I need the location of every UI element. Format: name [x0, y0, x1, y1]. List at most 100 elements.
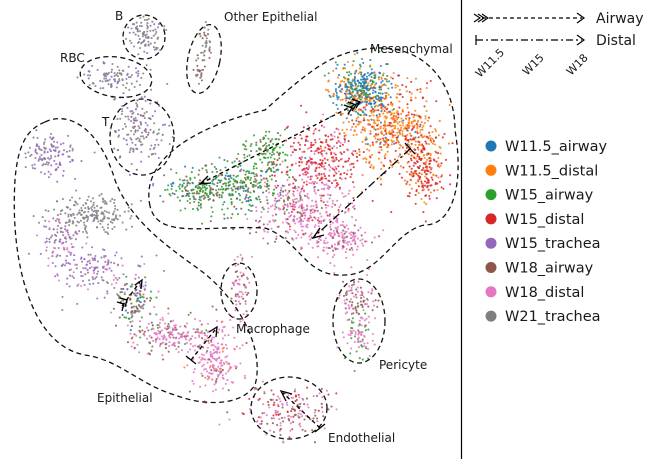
scatter-point	[329, 233, 332, 237]
scatter-point	[276, 193, 279, 196]
scatter-point	[248, 227, 251, 230]
scatter-point	[389, 96, 392, 99]
scatter-point	[56, 231, 59, 234]
scatter-point	[317, 216, 320, 219]
scatter-point	[398, 106, 401, 109]
scatter-point	[72, 234, 75, 237]
scatter-point	[390, 139, 393, 142]
scatter-point	[301, 169, 304, 172]
scatter-point	[204, 21, 207, 24]
scatter-point	[147, 44, 150, 47]
scatter-point	[126, 143, 129, 146]
scatter-point	[303, 418, 306, 421]
scatter-point	[70, 214, 73, 217]
scatter-point	[268, 175, 272, 178]
scatter-point	[172, 319, 175, 322]
scatter-point	[141, 35, 144, 38]
scatter-point	[411, 172, 414, 175]
scatter-point	[416, 160, 419, 163]
scatter-point	[86, 218, 90, 221]
scatter-point	[220, 321, 223, 324]
scatter-point	[275, 169, 278, 172]
scatter-point	[163, 123, 167, 126]
scatter-point	[95, 275, 98, 278]
scatter-point	[106, 231, 109, 234]
scatter-point	[234, 293, 237, 296]
scatter-point	[299, 190, 303, 193]
scatter-point	[156, 333, 159, 336]
scatter-point	[374, 101, 377, 104]
scatter-point	[334, 186, 337, 189]
scatter-point	[274, 179, 278, 183]
scatter-point	[184, 342, 187, 346]
scatter-point	[310, 141, 313, 144]
scatter-point	[386, 111, 389, 114]
scatter-point	[432, 140, 435, 143]
scatter-point	[55, 168, 58, 171]
scatter-point	[254, 219, 258, 222]
scatter-point	[275, 206, 278, 209]
scatter-point	[116, 82, 119, 85]
scatter-point	[287, 222, 290, 225]
scatter-point	[371, 125, 374, 128]
scatter-point	[193, 368, 196, 371]
scatter-point	[314, 192, 317, 195]
scatter-point	[298, 216, 301, 219]
scatter-point	[53, 208, 56, 211]
scatter-point	[95, 214, 98, 217]
scatter-point	[301, 220, 305, 223]
scatter-point	[136, 343, 139, 346]
scatter-point	[142, 307, 145, 310]
scatter-point	[399, 128, 402, 131]
scatter-point	[383, 165, 386, 168]
scatter-point	[313, 150, 316, 153]
scatter-point	[425, 142, 428, 145]
scatter-point	[167, 312, 170, 315]
scatter-point	[353, 335, 357, 338]
scatter-point	[371, 144, 375, 147]
scatter-point	[364, 303, 367, 306]
scatter-point	[244, 189, 248, 192]
scatter-point	[233, 160, 236, 163]
scatter-point	[325, 389, 328, 392]
scatter-point	[296, 189, 299, 192]
scatter-point	[362, 119, 365, 122]
scatter-point	[355, 288, 358, 291]
scatter-point	[366, 96, 369, 99]
scatter-point	[324, 146, 327, 149]
scatter-point	[437, 156, 440, 160]
scatter-point	[186, 189, 189, 193]
scatter-point	[150, 336, 153, 339]
scatter-point	[49, 150, 52, 153]
scatter-point	[135, 102, 138, 105]
scatter-point	[209, 188, 212, 191]
scatter-point	[337, 96, 340, 99]
scatter-point	[307, 197, 310, 200]
scatter-point	[61, 231, 64, 234]
scatter-point	[80, 257, 83, 260]
scatter-point	[106, 290, 109, 293]
scatter-point	[300, 161, 303, 164]
scatter-point	[87, 70, 90, 73]
scatter-point	[439, 152, 442, 155]
scatter-point	[352, 238, 355, 241]
scatter-point	[301, 185, 304, 188]
scatter-point	[84, 202, 88, 205]
scatter-point	[258, 219, 261, 223]
scatter-point	[378, 151, 381, 154]
scatter-point	[427, 143, 430, 146]
scatter-point	[203, 368, 206, 371]
scatter-point	[81, 274, 84, 278]
scatter-point	[120, 257, 123, 260]
scatter-point	[114, 80, 117, 83]
scatter-point	[185, 338, 188, 341]
scatter-point	[273, 401, 276, 404]
scatter-point	[93, 266, 96, 269]
scatter-point	[107, 259, 110, 262]
scatter-point	[97, 270, 100, 273]
scatter-point	[384, 115, 387, 118]
scatter-point	[149, 148, 152, 151]
scatter-point	[121, 69, 124, 72]
scatter-point	[201, 195, 204, 198]
scatter-point	[149, 68, 152, 71]
